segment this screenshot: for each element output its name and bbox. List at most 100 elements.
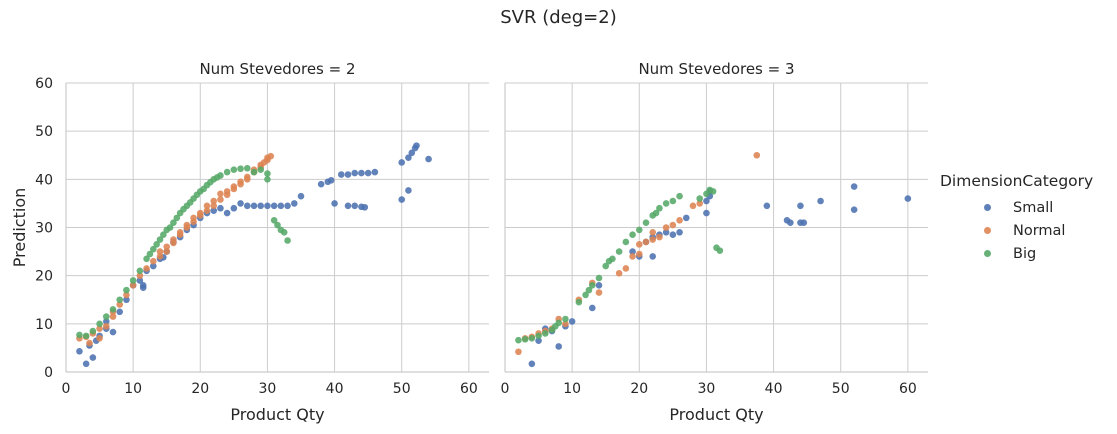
data-point [109, 328, 117, 336]
legend: DimensionCategory Small Normal Big [940, 172, 1115, 265]
data-point [96, 334, 103, 342]
series-big [515, 186, 724, 344]
data-point [635, 250, 643, 258]
data-point [528, 334, 536, 342]
data-point [398, 196, 406, 203]
data-point [230, 166, 238, 173]
figure-title: SVR (deg=2) [500, 7, 617, 28]
data-point [364, 169, 372, 177]
y-tick-label: 0 [44, 365, 53, 381]
data-point [136, 277, 144, 284]
data-point [217, 204, 224, 212]
data-point [528, 360, 536, 368]
data-point [585, 286, 593, 294]
data-point [629, 253, 636, 260]
data-point [535, 337, 542, 344]
data-point [217, 190, 224, 198]
legend-label-small: Small [1013, 199, 1054, 216]
x-axis-label: Product Qty [669, 405, 763, 424]
x-tick-label: 0 [62, 381, 71, 397]
y-tick-label: 10 [35, 317, 53, 333]
data-point [676, 192, 683, 200]
x-tick-label: 0 [501, 381, 510, 397]
data-point [361, 203, 369, 211]
data-point [156, 253, 164, 260]
data-point [129, 282, 137, 289]
x-tick-label: 60 [460, 381, 478, 397]
data-point [183, 224, 191, 231]
data-point [143, 255, 150, 263]
data-point [615, 248, 623, 255]
data-point [116, 301, 124, 308]
data-point [264, 170, 271, 177]
data-point [297, 192, 305, 200]
data-point [136, 272, 144, 279]
data-point [243, 164, 251, 172]
data-point [196, 212, 204, 219]
data-point [123, 291, 130, 299]
data-point [696, 200, 704, 207]
data-point [398, 159, 406, 166]
data-point [149, 245, 157, 253]
x-tick-label: 40 [765, 381, 783, 397]
series-big [76, 164, 291, 340]
data-point [582, 291, 589, 299]
legend-item-normal: Normal [940, 219, 1115, 242]
data-point [649, 253, 657, 260]
data-point [264, 202, 271, 210]
data-point [243, 176, 251, 183]
data-point [408, 149, 416, 157]
data-point [709, 188, 717, 195]
data-point [676, 216, 683, 224]
data-point [203, 202, 211, 210]
data-point [351, 169, 359, 177]
data-point [257, 202, 265, 210]
x-tick-label: 20 [630, 381, 648, 397]
data-point [102, 318, 110, 325]
data-point [250, 202, 258, 210]
data-point [535, 332, 542, 340]
data-point [669, 231, 677, 239]
data-point [237, 200, 244, 207]
data-point [163, 243, 171, 251]
data-point [143, 265, 150, 272]
data-point [753, 151, 761, 159]
data-point [156, 236, 164, 243]
data-point [136, 267, 144, 275]
series-small [528, 183, 912, 368]
panel-title: Num Stevedores = 3 [638, 60, 794, 78]
data-point [277, 202, 285, 210]
data-point [521, 335, 529, 343]
data-point [203, 207, 211, 214]
data-point [575, 298, 583, 306]
data-point [763, 202, 771, 210]
x-tick-label: 60 [899, 381, 917, 397]
data-point [243, 202, 251, 210]
data-point [595, 289, 603, 296]
data-point [515, 348, 522, 356]
data-point [89, 354, 97, 361]
x-tick-label: 10 [563, 381, 581, 397]
data-point [642, 238, 650, 246]
data-point [358, 169, 365, 177]
data-point [622, 265, 630, 272]
data-point [96, 325, 103, 332]
data-point [156, 248, 164, 255]
data-point [602, 262, 610, 270]
data-point [562, 315, 569, 323]
x-tick-label: 50 [393, 381, 411, 397]
data-point [317, 180, 325, 188]
data-point [615, 269, 623, 277]
facet-panel-stevedores-2: 0 10 20 30 40 50 60 0 10 20 30 40 50 60 Num Stevedores… [10, 60, 489, 424]
legend-item-big: Big [940, 242, 1115, 265]
data-point [153, 241, 160, 248]
data-point [629, 231, 636, 239]
data-point [850, 206, 858, 213]
data-point [210, 207, 218, 214]
data-point [102, 322, 110, 330]
data-point [280, 229, 288, 236]
data-point [116, 308, 124, 316]
data-point [555, 343, 563, 350]
data-point [250, 168, 258, 176]
legend-label-big: Big [1013, 245, 1037, 262]
